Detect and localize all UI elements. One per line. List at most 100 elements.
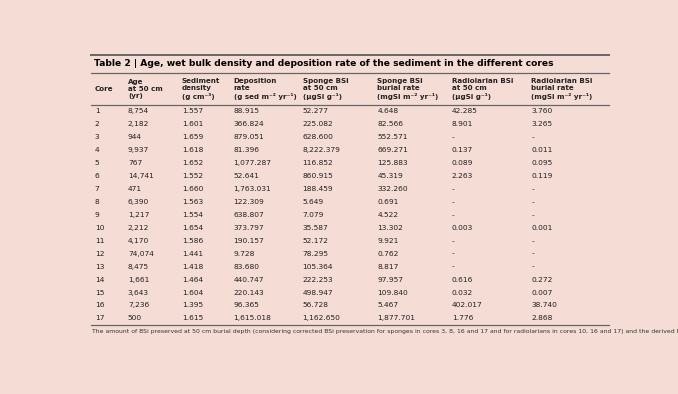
Text: Sponge BSi
burial rate
(mgSi m⁻² yr⁻¹): Sponge BSi burial rate (mgSi m⁻² yr⁻¹)	[377, 78, 439, 100]
Text: 1,877.701: 1,877.701	[377, 316, 415, 322]
Text: 638.807: 638.807	[234, 212, 264, 218]
Text: 7: 7	[95, 186, 100, 192]
Text: 879.051: 879.051	[234, 134, 264, 140]
Text: -: -	[452, 264, 455, 269]
Text: 332.260: 332.260	[377, 186, 408, 192]
Text: Sediment
density
(g cm⁻³): Sediment density (g cm⁻³)	[182, 78, 220, 100]
Text: 1.552: 1.552	[182, 173, 203, 179]
Text: 4.648: 4.648	[377, 108, 399, 114]
Text: 366.824: 366.824	[234, 121, 264, 127]
Text: 6,390: 6,390	[128, 199, 149, 205]
Text: 3.265: 3.265	[532, 121, 553, 127]
Text: 4.522: 4.522	[377, 212, 399, 218]
Text: 1.776: 1.776	[452, 316, 473, 322]
Text: 52.172: 52.172	[302, 238, 329, 244]
Text: Age
at 50 cm
(yr): Age at 50 cm (yr)	[128, 79, 163, 99]
Text: -: -	[532, 251, 534, 257]
Text: 5.649: 5.649	[302, 199, 324, 205]
Text: 500: 500	[128, 316, 142, 322]
Text: 1,077.287: 1,077.287	[234, 160, 272, 166]
Text: 0.691: 0.691	[377, 199, 399, 205]
Text: 0.011: 0.011	[532, 147, 553, 153]
Text: 10: 10	[95, 225, 104, 231]
Text: 1.563: 1.563	[182, 199, 203, 205]
Text: 56.728: 56.728	[302, 303, 329, 309]
Text: 0.616: 0.616	[452, 277, 473, 282]
Text: 628.600: 628.600	[302, 134, 334, 140]
Text: 225.082: 225.082	[302, 121, 334, 127]
Text: 1.395: 1.395	[182, 303, 203, 309]
Text: 440.747: 440.747	[234, 277, 264, 282]
Text: 15: 15	[95, 290, 104, 296]
Text: 1.660: 1.660	[182, 186, 203, 192]
Text: 944: 944	[128, 134, 142, 140]
Text: 52.641: 52.641	[234, 173, 260, 179]
Text: Sponge BSi
at 50 cm
(μgSi g⁻¹): Sponge BSi at 50 cm (μgSi g⁻¹)	[302, 78, 348, 100]
Text: 3,643: 3,643	[128, 290, 149, 296]
Text: 1.441: 1.441	[182, 251, 203, 257]
Text: 5: 5	[95, 160, 100, 166]
Text: 8: 8	[95, 199, 100, 205]
Text: 7,236: 7,236	[128, 303, 149, 309]
Text: 8,475: 8,475	[128, 264, 149, 269]
Text: -: -	[452, 251, 455, 257]
Text: 14,741: 14,741	[128, 173, 154, 179]
Text: 2.263: 2.263	[452, 173, 473, 179]
Text: 2.868: 2.868	[532, 316, 553, 322]
Text: 16: 16	[95, 303, 104, 309]
Text: 8,222.379: 8,222.379	[302, 147, 340, 153]
Text: 42.285: 42.285	[452, 108, 478, 114]
Text: 109.840: 109.840	[377, 290, 408, 296]
Text: 3.760: 3.760	[532, 108, 553, 114]
Text: 222.253: 222.253	[302, 277, 334, 282]
Text: -: -	[452, 134, 455, 140]
Text: 220.143: 220.143	[234, 290, 264, 296]
Bar	[91, 55, 609, 73]
Text: 471: 471	[128, 186, 142, 192]
Text: 1.659: 1.659	[182, 134, 203, 140]
Text: 11: 11	[95, 238, 104, 244]
Text: 188.459: 188.459	[302, 186, 334, 192]
Text: 0.032: 0.032	[452, 290, 473, 296]
Text: 1.554: 1.554	[182, 212, 203, 218]
Text: 9,937: 9,937	[128, 147, 149, 153]
Text: 8.817: 8.817	[377, 264, 399, 269]
Text: 52.277: 52.277	[302, 108, 329, 114]
Text: 9.921: 9.921	[377, 238, 399, 244]
Text: -: -	[532, 212, 534, 218]
Text: 6: 6	[95, 173, 100, 179]
Text: 1.586: 1.586	[182, 238, 203, 244]
Text: 35.587: 35.587	[302, 225, 328, 231]
Text: 13.302: 13.302	[377, 225, 403, 231]
Text: 860.915: 860.915	[302, 173, 334, 179]
Text: Table 2 | Age, wet bulk density and deposition rate of the sediment in the diffe: Table 2 | Age, wet bulk density and depo…	[94, 59, 554, 69]
Text: 0.003: 0.003	[452, 225, 473, 231]
Text: 0.001: 0.001	[532, 225, 553, 231]
Text: Radiolarian BSi
burial rate
(mgSi m⁻² yr⁻¹): Radiolarian BSi burial rate (mgSi m⁻² yr…	[532, 78, 593, 100]
Text: 4: 4	[95, 147, 100, 153]
Text: Deposition
rate
(g sed m⁻² yr⁻¹): Deposition rate (g sed m⁻² yr⁻¹)	[234, 78, 296, 100]
Text: 669.271: 669.271	[377, 147, 408, 153]
Text: -: -	[532, 186, 534, 192]
Text: 0.089: 0.089	[452, 160, 473, 166]
Text: 402.017: 402.017	[452, 303, 483, 309]
Text: 1,661: 1,661	[128, 277, 149, 282]
Text: -: -	[452, 212, 455, 218]
Text: 9: 9	[95, 212, 100, 218]
Text: 498.947: 498.947	[302, 290, 334, 296]
Text: 74,074: 74,074	[128, 251, 154, 257]
Text: 2,212: 2,212	[128, 225, 149, 231]
Text: -: -	[532, 264, 534, 269]
Text: 1.615: 1.615	[182, 316, 203, 322]
Text: 7.079: 7.079	[302, 212, 324, 218]
Text: -: -	[452, 238, 455, 244]
Text: -: -	[532, 238, 534, 244]
Text: 1.601: 1.601	[182, 121, 203, 127]
Text: 3: 3	[95, 134, 100, 140]
Text: 105.364: 105.364	[302, 264, 333, 269]
Text: 83.680: 83.680	[234, 264, 260, 269]
Text: 14: 14	[95, 277, 104, 282]
Text: 1.464: 1.464	[182, 277, 203, 282]
Text: 88.915: 88.915	[234, 108, 260, 114]
Text: The amount of BSi preserved at 50 cm burial depth (considering corrected BSi pre: The amount of BSi preserved at 50 cm bur…	[92, 329, 678, 333]
